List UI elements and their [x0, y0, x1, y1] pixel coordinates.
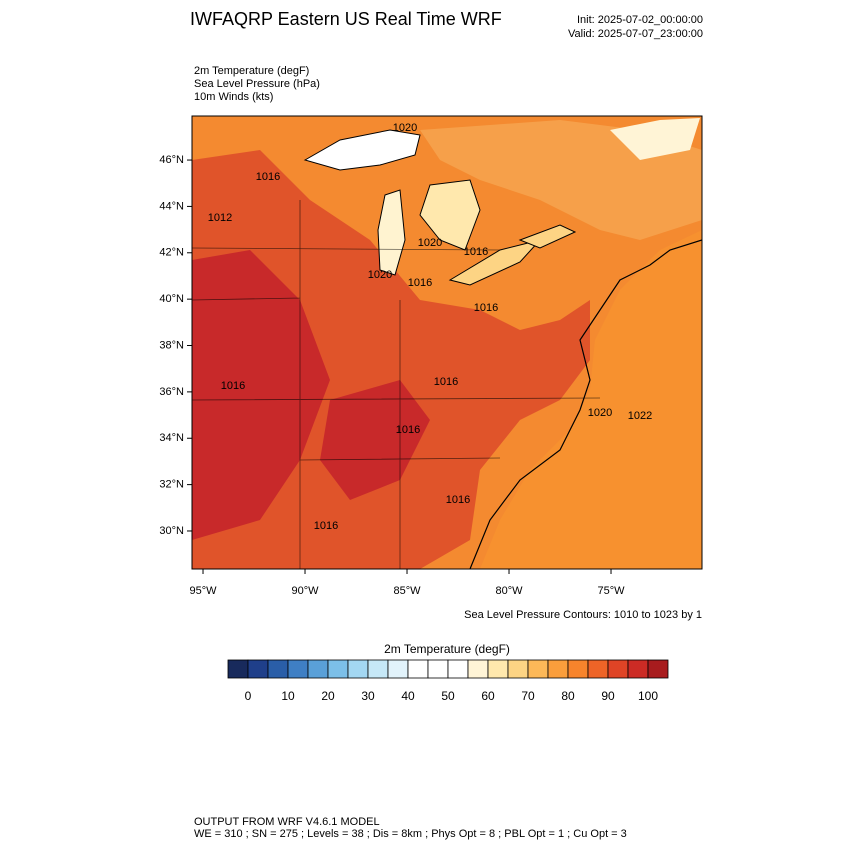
colorbar-box — [567, 659, 589, 679]
colorbar-tick-label: 80 — [561, 689, 575, 703]
colorbar-box — [467, 659, 489, 679]
colorbar-box — [547, 659, 569, 679]
lat-tick-label: 42°N — [159, 247, 184, 259]
colorbar-box — [647, 659, 669, 679]
lat-tick-label: 38°N — [159, 339, 184, 351]
field-label: Sea Level Pressure (hPa) — [194, 78, 320, 90]
lat-tick-label: 40°N — [159, 293, 184, 305]
footer: OUTPUT FROM WRF V4.6.1 MODEL — [194, 816, 380, 828]
lat-tick-label: 46°N — [159, 154, 184, 166]
colorbar-tick-label: 50 — [441, 689, 455, 703]
colorbar-box — [587, 659, 609, 679]
footer: WE = 310 ; SN = 275 ; Levels = 38 ; Dis … — [194, 828, 627, 840]
hot-region — [320, 380, 430, 500]
colorbar-tick-label: 20 — [321, 689, 335, 703]
contour-label: 1016 — [474, 302, 498, 314]
colorbar-title: 2m Temperature (degF) — [384, 642, 510, 656]
title: IWFAQRP Eastern US Real Time WRF — [190, 9, 502, 29]
colorbar-box — [407, 659, 429, 679]
lake-ontario — [518, 224, 577, 249]
map-field: 1020 1016 1012 1020 1016 1020 1016 1016 1016 1020… — [192, 116, 702, 569]
contour-label: 1020 — [588, 407, 612, 419]
colorbar-box — [227, 659, 249, 679]
colorbar-tick-label: 30 — [361, 689, 375, 703]
lat-tick-label: 32°N — [159, 479, 184, 491]
contour-label: 1016 — [464, 246, 488, 258]
contour-label: 1016 — [408, 277, 432, 289]
colorbar-box — [347, 659, 369, 679]
lat-tick-label: 34°N — [159, 432, 184, 444]
contour-label: 1016 — [221, 380, 245, 392]
borders — [192, 200, 601, 569]
colorbar-box — [367, 659, 389, 679]
contour-label: 1012 — [208, 212, 232, 224]
contour-label: 1020 — [393, 122, 417, 134]
colorbar-box — [307, 659, 329, 679]
field-label: 10m Winds (kts) — [194, 91, 273, 103]
lake-superior — [303, 129, 421, 171]
contour-label: 1022 — [628, 410, 652, 422]
colorbar-box — [427, 659, 449, 679]
cool-region — [610, 118, 700, 160]
colorbar-box — [627, 659, 649, 679]
valid-time: Valid: 2025-07-07_23:00:00 — [568, 28, 703, 40]
colorbar-tick-label: 60 — [481, 689, 495, 703]
colorbar-tick-label: 100 — [638, 689, 658, 703]
colorbar-tick-label: 10 — [281, 689, 295, 703]
contour-label: 1016 — [256, 171, 280, 183]
field-label: 2m Temperature (degF) — [194, 65, 309, 77]
init-time: Init: 2025-07-02_00:00:00 — [577, 14, 703, 26]
colorbar-box — [327, 659, 349, 679]
lake-michigan — [377, 189, 406, 276]
colorbar-box — [607, 659, 629, 679]
colorbar-box — [447, 659, 469, 679]
contour-label: 1016 — [396, 424, 420, 436]
lat-tick-label: 36°N — [159, 386, 184, 398]
map-frame — [191, 115, 703, 570]
contour-label: 1016 — [446, 494, 470, 506]
colorbar-box — [387, 659, 409, 679]
colorbar-box — [507, 659, 529, 679]
contour-label: 1016 — [434, 376, 458, 388]
colorbar-box — [527, 659, 549, 679]
coastline — [469, 239, 702, 569]
lat-tick-label: 30°N — [159, 525, 184, 537]
contour-label: 1020 — [418, 237, 442, 249]
colorbar-box — [487, 659, 509, 679]
contour-labels: 1020 1016 1012 1020 1016 1020 1016 1016 1016 1020… — [208, 122, 652, 532]
colorbar-box — [287, 659, 309, 679]
ocean — [480, 230, 702, 569]
contour-label: 1020 — [368, 269, 392, 281]
colorbar-tick-label: 0 — [245, 689, 252, 703]
contour-note: Sea Level Pressure Contours: 1010 to 102… — [464, 609, 702, 621]
hot-region — [192, 250, 330, 540]
colorbar-box — [267, 659, 289, 679]
lon-tick-label: 85°W — [394, 585, 422, 597]
contour-label: 1016 — [314, 520, 338, 532]
lon-tick-label: 95°W — [190, 585, 218, 597]
colorbar-tick-label: 40 — [401, 689, 415, 703]
colorbar-tick-label: 70 — [521, 689, 535, 703]
colorbar-box — [247, 659, 269, 679]
lat-tick-label: 44°N — [159, 200, 184, 212]
lon-tick-label: 90°W — [292, 585, 320, 597]
lon-tick-label: 75°W — [598, 585, 626, 597]
lon-tick-label: 80°W — [496, 585, 524, 597]
lake-erie — [448, 239, 542, 286]
colorbar-tick-label: 90 — [601, 689, 615, 703]
